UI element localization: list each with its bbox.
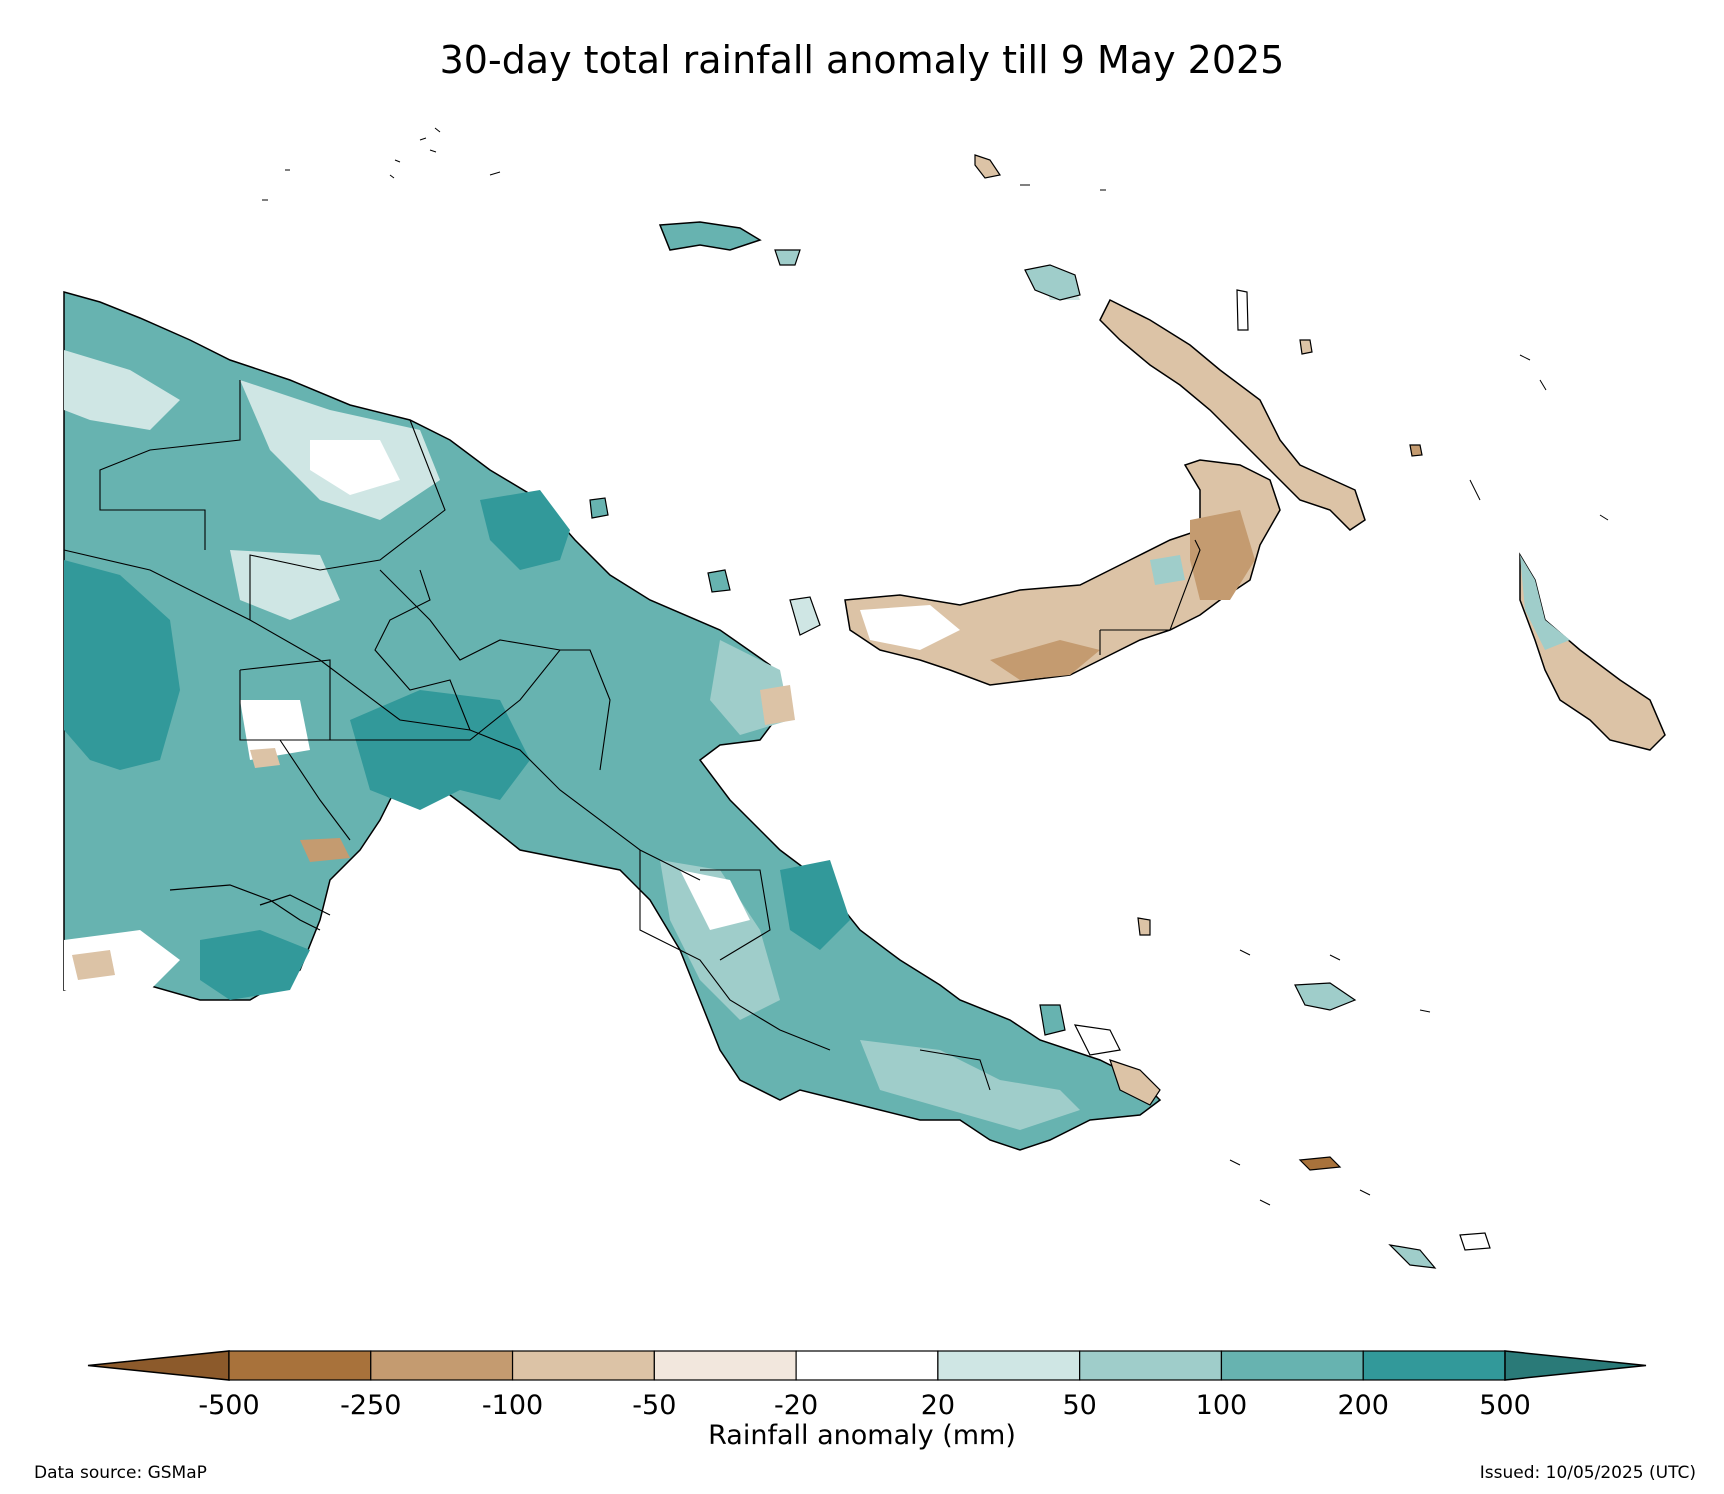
manus-east (774, 249, 801, 266)
dry-spot-highlands (250, 748, 280, 768)
mainland (63, 291, 1162, 1151)
neutral-region-highlands (240, 700, 310, 760)
high-anomaly-region-north (480, 490, 570, 570)
colorbar-tick-label: 500 (1479, 1390, 1531, 1421)
colorbar-tick-label: 200 (1337, 1390, 1389, 1421)
neutral-region-north-coast (310, 440, 400, 495)
karkar-island (589, 497, 609, 519)
fly-river-delta (169, 884, 331, 931)
light-anomaly-region-owen-stanley (660, 860, 780, 1020)
new-britain-wet-spot (1150, 555, 1185, 585)
colorbar-tick-label: -100 (481, 1390, 544, 1421)
colorbar-tick-label: -50 (632, 1390, 677, 1421)
colorbar-segment (1362, 1350, 1506, 1381)
data-source-note: Data source: GSMaP (34, 1463, 207, 1483)
long-island (707, 569, 731, 593)
colorbar-segment (653, 1350, 797, 1381)
goodenough-island (1039, 1004, 1066, 1036)
high-anomaly-region-southeast (780, 860, 850, 950)
dry-spot-madang (760, 685, 795, 725)
lihir-island (1299, 339, 1313, 355)
sudest-island (1388, 1244, 1437, 1269)
colorbar-tick-label: 20 (920, 1390, 956, 1421)
new-britain-dry-core (1190, 510, 1255, 600)
colorbar-tick-label: -500 (198, 1390, 260, 1421)
colorbar-segment (511, 1350, 655, 1381)
rossel-island (1459, 1232, 1491, 1251)
mussau-island (974, 154, 1001, 179)
normanby-island (1109, 1059, 1161, 1106)
colorbar-tick-label: 100 (1195, 1390, 1248, 1421)
colorbar-tick-label: -20 (774, 1390, 819, 1421)
umboi-island (789, 596, 821, 636)
new-britain-dry-south (990, 640, 1100, 680)
colorbar-segment (228, 1350, 372, 1381)
colorbar-tick-label: -250 (340, 1390, 402, 1421)
small-islands (262, 127, 1609, 1206)
new-ireland-landmass (1099, 298, 1366, 531)
fergusson-island (1073, 1024, 1121, 1056)
light-anomaly-region-northwest (64, 350, 180, 430)
new-britain-neutral-west (860, 605, 960, 650)
province-boundaries (63, 380, 991, 1091)
light-anomaly-region-sepik (230, 550, 340, 620)
colorbar-extend-high (1504, 1350, 1647, 1381)
colorbar-segment (370, 1350, 514, 1381)
colorbar-segment (937, 1350, 1081, 1381)
woodlark-island (1294, 982, 1357, 1011)
feni-island (1409, 444, 1423, 457)
colorbar-extend-low (87, 1350, 230, 1381)
colorbar-segment (795, 1350, 939, 1381)
colorbar-segment (1220, 1350, 1364, 1381)
new-britain-island (844, 459, 1281, 686)
misima-island (1298, 1156, 1342, 1171)
high-anomaly-region-south (200, 930, 310, 1000)
high-anomaly-region-central (350, 690, 530, 810)
manus-island (658, 221, 762, 251)
new-britain-boundary (1099, 539, 1201, 655)
bougainville-wet-north (1520, 555, 1570, 650)
colorbar-segment (1079, 1350, 1223, 1381)
neutral-region-central (680, 870, 750, 930)
colorbar-tick-label: 50 (1062, 1390, 1097, 1421)
tabar-island (1236, 289, 1249, 331)
high-anomaly-region-west (64, 560, 180, 770)
bougainville-island (1519, 552, 1666, 751)
dry-spot-south-fly (72, 950, 115, 980)
map-title: 30-day total rainfall anomaly till 9 May… (439, 38, 1285, 82)
dry-spot-gulf (300, 838, 350, 862)
light-anomaly-region-tail (860, 1040, 1080, 1130)
trobriand-island (1137, 917, 1151, 936)
colorbar-label: Rainfall anomaly (mm) (708, 1420, 1016, 1451)
new-hanover-island (1024, 264, 1081, 301)
issued-date-note: Issued: 10/05/2025 (UTC) (1479, 1463, 1696, 1483)
